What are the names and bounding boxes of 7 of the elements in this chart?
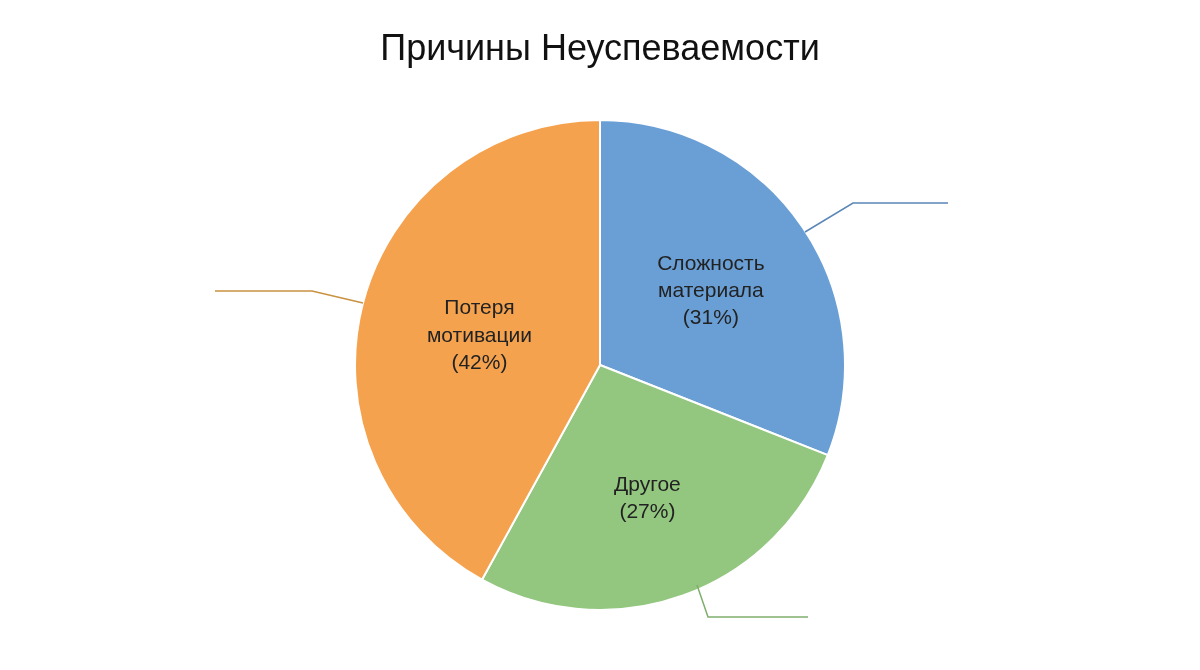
data-label: (42%): [451, 349, 508, 373]
slice-label: Сложность материала: [657, 250, 765, 302]
slice-label: Потеря мотивации: [426, 295, 532, 346]
chart-title: Причины Неуспеваемости: [380, 26, 820, 68]
slice-label: Другое: [614, 471, 681, 495]
data-label: (31%): [682, 305, 739, 329]
data-label: (27%): [619, 498, 676, 522]
